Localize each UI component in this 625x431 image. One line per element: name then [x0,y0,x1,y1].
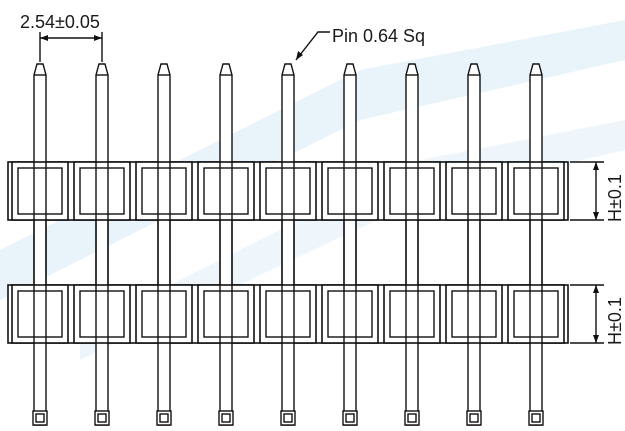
pin-block-top-inner [265,167,311,215]
pin-end-square [218,410,234,426]
pin-shaft [467,63,481,426]
pin-shaft [405,63,419,426]
pin-shaft [343,63,357,426]
pin-block-top-inner [17,167,63,215]
pin-block-top [507,161,565,221]
pin-block-top [383,161,441,221]
pin-6 [321,63,379,426]
pin-block-top-inner [451,167,497,215]
pin-5 [259,63,317,426]
pin-block-top-inner [141,167,187,215]
pins-group [11,63,565,426]
pin-end-square [466,410,482,426]
pin-shaft [219,63,233,426]
height-dimension-top: H±0.1 [570,161,625,222]
pin-block-bottom-inner [389,290,435,338]
pin-block-bottom-inner [203,290,249,338]
pin-end-square [94,410,110,426]
height-dimension-bottom: H±0.1 [570,284,625,345]
pin-1 [11,63,69,426]
pin-block-top [197,161,255,221]
pin-shaft [529,63,543,426]
pin-4 [197,63,255,426]
height-label-top: H±0.1 [605,174,625,222]
pin-end-square [156,410,172,426]
pin-9 [507,63,565,426]
pin-block-top-inner [327,167,373,215]
pin-block-top [135,161,193,221]
pin-block-bottom-inner [451,290,497,338]
pin-end-inner [345,413,355,423]
pin-8 [445,63,503,426]
pin-block-bottom-inner [327,290,373,338]
pin-block-bottom [197,284,255,344]
pin-block-bottom [259,284,317,344]
pin-block-top [259,161,317,221]
pitch-dimension: 2.54±0.05 [20,12,103,62]
pin-3 [135,63,193,426]
pin-block-bottom [383,284,441,344]
pin-callout: Pin 0.64 Sq [295,26,425,61]
pin-block-bottom-inner [141,290,187,338]
pin-block-top [445,161,503,221]
pin-7 [383,63,441,426]
pin-block-bottom-inner [513,290,559,338]
pin-shaft [33,63,47,426]
pin-block-bottom-inner [79,290,125,338]
pin-end-inner [469,413,479,423]
pin-end-square [280,410,296,426]
pin-end-inner [283,413,293,423]
pin-end-inner [159,413,169,423]
pin-block-bottom [507,284,565,344]
pin-end-square [342,410,358,426]
pin-end-inner [531,413,541,423]
pin-block-bottom [321,284,379,344]
pin-block-top-inner [203,167,249,215]
pin-block-top [73,161,131,221]
pitch-label: 2.54±0.05 [20,12,100,32]
pin-end-inner [35,413,45,423]
pin-block-top [321,161,379,221]
height-label-bottom: H±0.1 [605,297,625,345]
pin-end-inner [97,413,107,423]
pin-block-bottom-inner [265,290,311,338]
pin-size-label: Pin 0.64 Sq [332,26,425,46]
pin-block-bottom [73,284,131,344]
pin-shaft [157,63,171,426]
pin-2 [73,63,131,426]
pin-end-square [32,410,48,426]
pin-shaft [95,63,109,426]
pin-end-inner [221,413,231,423]
pin-block-bottom [11,284,69,344]
pin-block-bottom [445,284,503,344]
pin-end-square [404,410,420,426]
pin-end-square [528,410,544,426]
pin-block-top [11,161,69,221]
pin-block-top-inner [79,167,125,215]
pin-shaft [281,63,295,426]
pin-block-bottom-inner [17,290,63,338]
pin-block-top-inner [389,167,435,215]
pin-block-bottom [135,284,193,344]
pin-block-top-inner [513,167,559,215]
pin-end-inner [407,413,417,423]
